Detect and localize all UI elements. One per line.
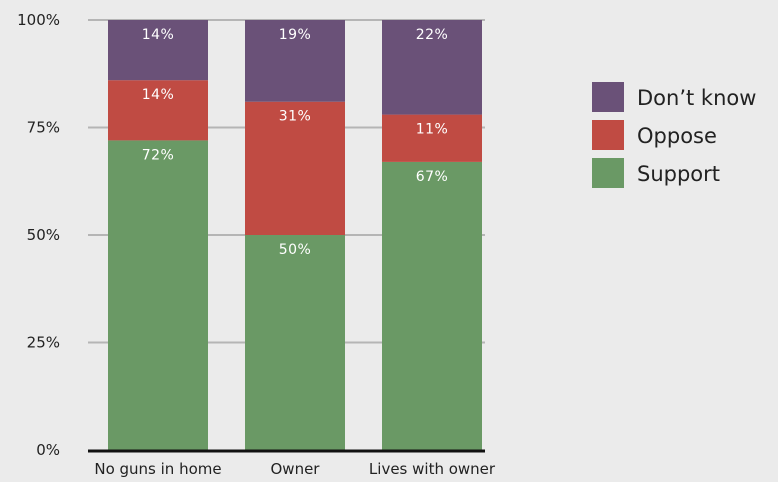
- bar-support-lives-with-owner: [382, 161, 482, 450]
- data-label-don-t-know: 19%: [279, 27, 312, 43]
- bar-don-t-know-lives-with-owner: [382, 20, 482, 115]
- data-label-support: 50%: [279, 242, 312, 258]
- legend-swatch-support: [592, 158, 624, 188]
- bar-don-t-know-no-guns-in-home: [108, 20, 208, 81]
- data-labels: 72% 14% 14% 50% 31% 19% 67% 11% 22%: [142, 27, 449, 258]
- x-category-label: No guns in home: [94, 460, 221, 478]
- x-category-label: Lives with owner: [369, 460, 496, 478]
- legend-label-don-t-know: Don’t know: [637, 86, 756, 110]
- data-label-oppose: 14%: [142, 87, 175, 103]
- legend-label-oppose: Oppose: [637, 124, 717, 148]
- data-label-don-t-know: 14%: [142, 27, 175, 43]
- y-axis-ticks: 0% 25% 50% 75% 100%: [17, 11, 60, 459]
- legend-swatch-oppose: [592, 120, 624, 150]
- bar-oppose-lives-with-owner: [382, 114, 482, 162]
- bar-oppose-owner: [245, 101, 345, 235]
- y-tick-label: 75%: [27, 119, 60, 137]
- y-tick-label: 0%: [36, 441, 60, 459]
- legend-label-support: Support: [637, 162, 720, 186]
- bar-don-t-know-owner: [245, 20, 345, 102]
- category-labels: No guns in home Owner Lives with owner: [94, 460, 496, 478]
- y-tick-label: 25%: [27, 334, 60, 352]
- bar-support-no-guns-in-home: [108, 140, 208, 450]
- legend: Don’t know Oppose Support: [592, 82, 756, 188]
- data-label-support: 72%: [142, 147, 175, 163]
- bar-oppose-no-guns-in-home: [108, 80, 208, 141]
- legend-swatch-don-t-know: [592, 82, 624, 112]
- data-label-oppose: 31%: [279, 109, 312, 125]
- y-tick-label: 50%: [27, 226, 60, 244]
- data-label-support: 67%: [416, 169, 449, 185]
- x-category-label: Owner: [271, 460, 321, 478]
- y-tick-label: 100%: [17, 11, 60, 29]
- bars: [108, 20, 482, 450]
- bar-support-owner: [245, 235, 345, 450]
- data-label-don-t-know: 22%: [416, 27, 449, 43]
- data-label-oppose: 11%: [416, 122, 449, 138]
